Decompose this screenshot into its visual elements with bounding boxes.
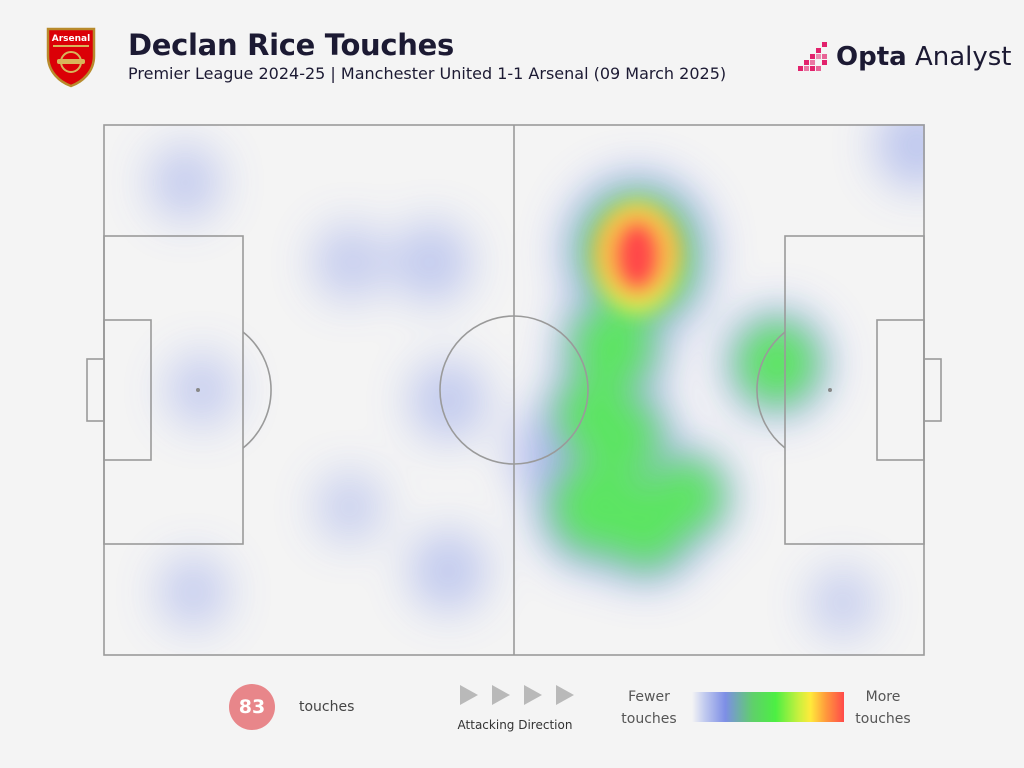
heat-spot [651, 459, 722, 534]
right-penalty-spot [828, 388, 832, 392]
heat-spot [874, 124, 925, 190]
legend-low-label: Fewer touches [604, 686, 694, 730]
left-goal [103, 358, 105, 422]
legend-low-line1: Fewer [628, 689, 670, 705]
legend-low-line2: touches [621, 711, 677, 727]
legend-high-line1: More [865, 689, 901, 705]
right-penalty-arc [756, 331, 786, 449]
crest-text: Arsenal [52, 34, 90, 44]
legend-high-line2: touches [855, 711, 911, 727]
heat-spot [582, 397, 660, 479]
pitch-heatmap [103, 124, 925, 656]
heat-spot [408, 359, 488, 443]
attacking-direction-arrows-icon [460, 685, 574, 705]
touch-count-badge: 83 [229, 684, 275, 730]
touch-count-label: touches [299, 699, 355, 715]
heat-spot [392, 220, 472, 304]
centre-circle [439, 315, 589, 465]
heat-spot [807, 566, 878, 640]
opta-logo-icon [798, 42, 827, 71]
heat-spot [738, 323, 816, 404]
arsenal-crest-icon: Arsenal [46, 27, 96, 88]
heat-layer [148, 124, 925, 640]
pitch-svg [103, 124, 925, 656]
page-title: Declan Rice Touches [128, 28, 454, 62]
brand-name-light: Analyst [906, 42, 1012, 72]
heat-spot [312, 223, 387, 302]
heat-spot [148, 143, 223, 222]
heat-spot [572, 305, 653, 390]
heat-core [595, 201, 680, 314]
page-subtitle: Premier League 2024-25 | Manchester Unit… [128, 64, 727, 83]
legend-high-label: More touches [838, 686, 928, 730]
heat-spot-hot [611, 217, 664, 294]
heat-legend-bar [692, 692, 844, 722]
heat-spot [314, 470, 385, 544]
brand-name-bold: Opta [836, 42, 907, 72]
heat-spot [408, 529, 488, 613]
left-penalty-spot [196, 388, 200, 392]
attacking-direction-label: Attacking Direction [457, 718, 573, 732]
heat-spot [165, 351, 238, 429]
heat-spot [157, 554, 230, 631]
left-penalty-arc [242, 331, 272, 449]
right-goal-frame [924, 358, 942, 422]
left-goal-frame [86, 358, 104, 422]
